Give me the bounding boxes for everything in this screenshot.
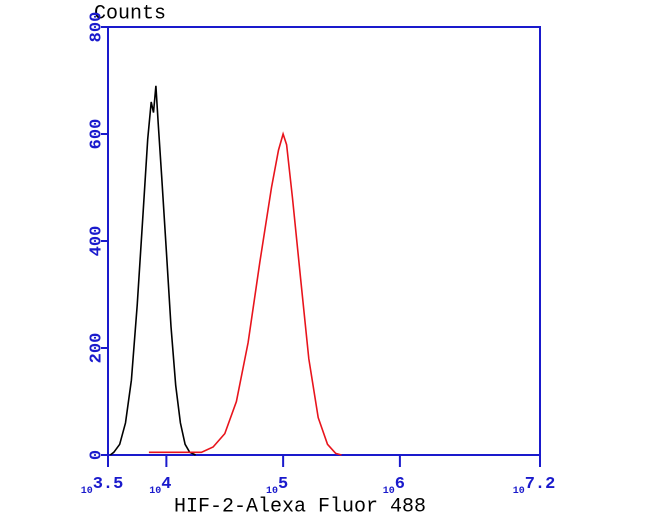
x-tick-exponent: 7.2 xyxy=(525,475,556,494)
x-tick-exponent: 4 xyxy=(161,475,171,494)
x-tick-label: 105 xyxy=(266,475,288,496)
y-tick-label: 0 xyxy=(87,450,106,460)
x-tick-label: 106 xyxy=(383,475,405,496)
plot-frame xyxy=(107,26,541,456)
x-axis-title: HIF-2-Alexa Fluor 488 xyxy=(174,495,426,518)
x-tick-base: 10 xyxy=(149,486,161,497)
x-tick-label: 103.5 xyxy=(81,475,124,496)
x-tick-base: 10 xyxy=(81,486,93,497)
x-tick-exponent: 6 xyxy=(395,475,405,494)
x-tick-base: 10 xyxy=(513,486,525,497)
y-tick-label: 200 xyxy=(87,333,106,364)
x-tick-base: 10 xyxy=(383,486,395,497)
y-tick-label: 800 xyxy=(87,12,106,43)
x-tick-exponent: 3.5 xyxy=(93,475,124,494)
x-tick-label: 104 xyxy=(149,475,171,496)
y-axis-title: Counts xyxy=(94,2,166,25)
x-tick-base: 10 xyxy=(266,486,278,497)
y-tick-label: 400 xyxy=(87,226,106,257)
x-tick-exponent: 5 xyxy=(278,475,288,494)
y-tick-label: 600 xyxy=(87,119,106,150)
x-tick-label: 107.2 xyxy=(513,475,556,496)
series-line xyxy=(148,131,342,456)
series-line xyxy=(109,85,196,456)
